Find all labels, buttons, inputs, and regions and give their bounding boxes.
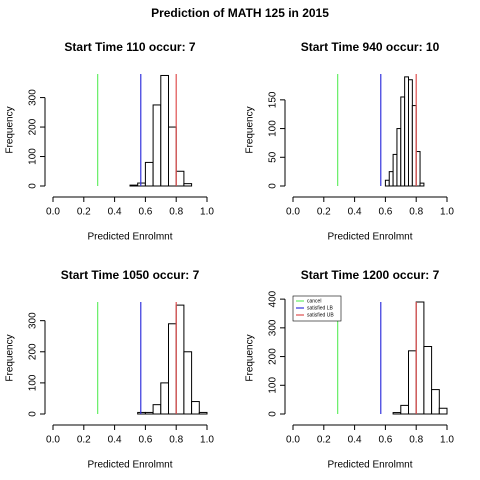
y-tick-label: 300: [28, 312, 39, 329]
y-axis-label: Frequency: [245, 106, 256, 153]
y-tick-label: 0: [28, 183, 39, 189]
y-tick-label: 100: [28, 148, 39, 165]
y-tick-label: 100: [268, 120, 279, 137]
histogram-bar: [400, 404, 410, 415]
histogram-bar: [415, 301, 425, 415]
y-tick-label: 300: [268, 319, 279, 336]
x-tick-label: 0.8: [169, 435, 183, 446]
panel: Start Time 1200 occur: 7 Predicted Enrolm…: [245, 268, 455, 470]
panel-title: Start Time 1200 occur: 7: [301, 268, 440, 282]
x-tick-label: 0.4: [348, 207, 362, 218]
x-tick-label: 0.2: [317, 435, 331, 446]
histogram-bar: [175, 170, 185, 187]
histogram-bar: [160, 382, 170, 415]
y-tick-label: 200: [268, 348, 279, 365]
legend-label: satisfied LB: [307, 305, 334, 311]
histogram-bar: [160, 74, 170, 187]
x-tick-label: 0.6: [378, 207, 392, 218]
x-tick-label: 0.8: [409, 207, 423, 218]
x-tick-label: 1.0: [440, 207, 454, 218]
x-tick-label: 0.2: [317, 207, 331, 218]
histogram-bar: [129, 184, 139, 187]
histogram-bar: [400, 96, 406, 187]
y-tick-label: 300: [28, 89, 39, 106]
x-tick-label: 1.0: [200, 435, 214, 446]
histogram-bar: [137, 411, 146, 415]
figure-title: Prediction of MATH 125 in 2015: [151, 6, 329, 20]
x-tick-label: 1.0: [200, 207, 214, 218]
histogram-bar: [168, 126, 177, 187]
histogram-bar: [431, 389, 440, 415]
x-tick-label: 0.0: [46, 207, 60, 218]
y-tick-label: 150: [268, 91, 279, 108]
panel: Start Time 940 occur: 10 Predicted Enrolm…: [245, 40, 455, 242]
histogram-bar: [388, 171, 394, 187]
histogram-bar: [423, 346, 433, 415]
histogram-bar: [438, 407, 448, 415]
x-tick-label: 0.6: [138, 207, 152, 218]
panel-title: Start Time 940 occur: 10: [301, 40, 440, 54]
x-tick-label: 0.4: [108, 435, 122, 446]
x-tick-label: 0.0: [46, 435, 60, 446]
y-axis-label: Frequency: [5, 334, 16, 381]
x-axis-label: Predicted Enrolmnt: [87, 232, 172, 243]
histogram-bar: [175, 304, 185, 415]
histogram-bar: [392, 412, 402, 415]
legend-label: satisfied UB: [307, 312, 334, 318]
histogram-bar: [392, 153, 398, 187]
legend-label: cancel: [307, 298, 321, 304]
x-tick-label: 0.4: [348, 435, 362, 446]
histogram-bar: [137, 182, 146, 187]
y-axis-label: Frequency: [245, 334, 256, 381]
y-tick-label: 0: [268, 411, 279, 417]
x-tick-label: 0.6: [138, 435, 152, 446]
x-tick-label: 0.8: [409, 435, 423, 446]
histogram-bar: [152, 104, 162, 187]
x-tick-label: 1.0: [440, 435, 454, 446]
histogram-bar: [404, 76, 409, 187]
histogram-bar: [144, 411, 154, 415]
histogram-bar: [419, 182, 425, 187]
panel: Start Time 1050 occur: 7 Predicted Enrolm…: [5, 268, 215, 470]
histogram-bar: [198, 411, 208, 415]
y-tick-label: 0: [268, 183, 279, 189]
x-tick-label: 0.2: [77, 435, 91, 446]
x-tick-label: 0.8: [169, 207, 183, 218]
x-axis-label: Predicted Enrolmnt: [87, 460, 172, 471]
histogram-bar: [183, 351, 193, 415]
histogram-bar: [152, 404, 162, 415]
histogram-bar: [408, 79, 413, 187]
histogram-bar: [384, 179, 390, 187]
y-tick-label: 100: [268, 377, 279, 394]
panel-title: Start Time 110 occur: 7: [64, 40, 196, 54]
x-tick-label: 0.0: [286, 435, 300, 446]
y-tick-label: 200: [28, 343, 39, 360]
y-tick-label: 100: [28, 374, 39, 391]
y-tick-label: 400: [268, 290, 279, 307]
y-tick-label: 200: [28, 118, 39, 135]
histogram-bar: [396, 128, 402, 187]
x-tick-label: 0.4: [108, 207, 122, 218]
panel: Start Time 110 occur: 7 Predicted Enrolmn…: [5, 40, 215, 242]
y-tick-label: 50: [268, 151, 279, 163]
histogram-bar: [168, 323, 177, 415]
x-tick-label: 0.0: [286, 207, 300, 218]
histogram-bar: [408, 350, 417, 415]
y-tick-label: 0: [28, 411, 39, 417]
x-tick-label: 0.6: [378, 435, 392, 446]
panel-title: Start Time 1050 occur: 7: [61, 268, 200, 282]
x-axis-label: Predicted Enrolmnt: [327, 460, 412, 471]
histogram-bar: [144, 161, 154, 187]
x-tick-label: 0.2: [77, 207, 91, 218]
x-axis-label: Predicted Enrolmnt: [327, 232, 412, 243]
histogram-bar: [183, 183, 193, 187]
histogram-bar: [191, 401, 200, 415]
y-axis-label: Frequency: [5, 106, 16, 153]
